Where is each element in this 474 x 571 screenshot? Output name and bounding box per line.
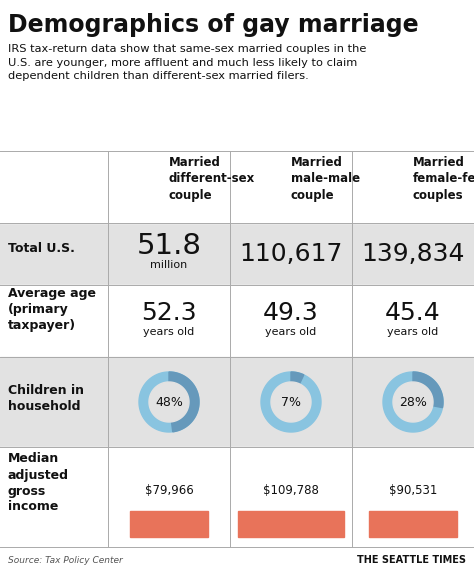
- Polygon shape: [393, 382, 433, 422]
- Text: $90,531: $90,531: [389, 485, 437, 497]
- Text: 7%: 7%: [281, 396, 301, 408]
- Text: years old: years old: [387, 327, 438, 337]
- Polygon shape: [139, 372, 199, 432]
- Text: Married
different-sex
couple: Married different-sex couple: [169, 156, 255, 202]
- Polygon shape: [291, 372, 304, 402]
- Text: 48%: 48%: [155, 396, 183, 408]
- Text: Average age
(primary
taxpayer): Average age (primary taxpayer): [8, 287, 96, 332]
- Polygon shape: [271, 382, 311, 422]
- Text: 110,617: 110,617: [239, 242, 343, 266]
- Bar: [0, 285, 474, 357]
- Bar: [130, 511, 208, 537]
- Text: years old: years old: [143, 327, 195, 337]
- Text: Median
adjusted
gross
income: Median adjusted gross income: [8, 452, 69, 513]
- Text: $79,966: $79,966: [145, 485, 193, 497]
- Text: IRS tax-return data show that same-sex married couples in the
U.S. are younger, : IRS tax-return data show that same-sex m…: [8, 44, 366, 81]
- Text: 139,834: 139,834: [361, 242, 465, 266]
- Polygon shape: [169, 372, 199, 432]
- Bar: [0, 223, 474, 285]
- Polygon shape: [413, 372, 443, 408]
- Text: 49.3: 49.3: [263, 301, 319, 325]
- Polygon shape: [149, 382, 189, 422]
- Text: Children in
household: Children in household: [8, 384, 84, 412]
- Text: million: million: [150, 260, 188, 270]
- Polygon shape: [261, 372, 321, 432]
- Text: years old: years old: [265, 327, 317, 337]
- Text: Total U.S.: Total U.S.: [8, 242, 75, 255]
- Text: $109,788: $109,788: [263, 485, 319, 497]
- Text: Married
male-male
couple: Married male-male couple: [291, 156, 360, 202]
- Text: THE SEATTLE TIMES: THE SEATTLE TIMES: [357, 555, 466, 565]
- Text: 45.4: 45.4: [385, 301, 441, 325]
- Text: Married
female-female
couples: Married female-female couples: [413, 156, 474, 202]
- Bar: [0, 357, 474, 447]
- Bar: [0, 447, 474, 547]
- Text: 51.8: 51.8: [137, 232, 201, 260]
- Bar: [238, 511, 344, 537]
- Text: Demographics of gay marriage: Demographics of gay marriage: [8, 13, 419, 37]
- Text: 28%: 28%: [399, 396, 427, 408]
- Bar: [369, 511, 457, 537]
- Text: Source: Tax Policy Center: Source: Tax Policy Center: [8, 556, 123, 565]
- Bar: [0, 151, 474, 223]
- Polygon shape: [383, 372, 443, 432]
- Text: 52.3: 52.3: [141, 301, 197, 325]
